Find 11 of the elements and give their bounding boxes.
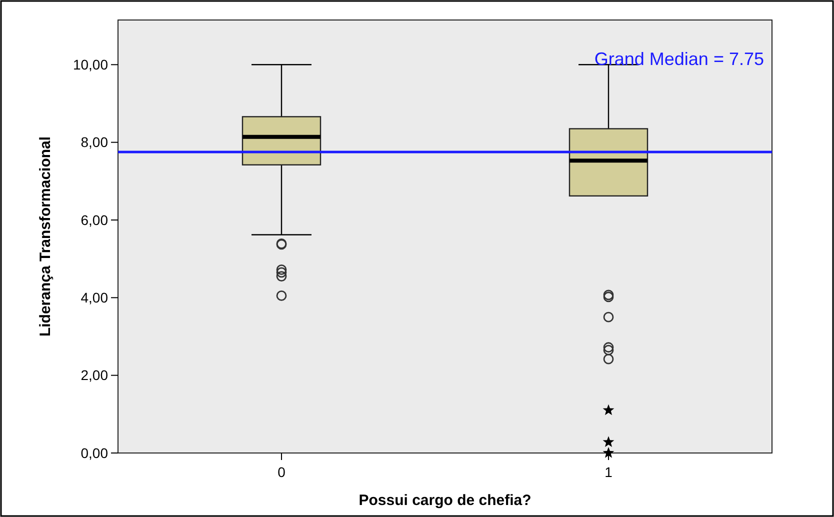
y-tick-label: 0,00 <box>80 444 108 461</box>
y-tick-label: 10,00 <box>72 56 108 73</box>
y-axis-title: Liderança Transformacional <box>37 136 54 337</box>
ref-line-label: Grand Median = 7.75 <box>594 49 764 69</box>
y-tick-label: 2,00 <box>80 367 108 384</box>
y-tick-label: 8,00 <box>80 134 108 150</box>
y-tick-label: 6,00 <box>80 212 108 228</box>
x-tick-label: 0 <box>278 464 286 480</box>
y-tick-label: 4,00 <box>80 290 108 306</box>
x-axis-title: Possui cargo de chefia? <box>358 492 532 509</box>
x-tick-label: 1 <box>604 464 613 480</box>
